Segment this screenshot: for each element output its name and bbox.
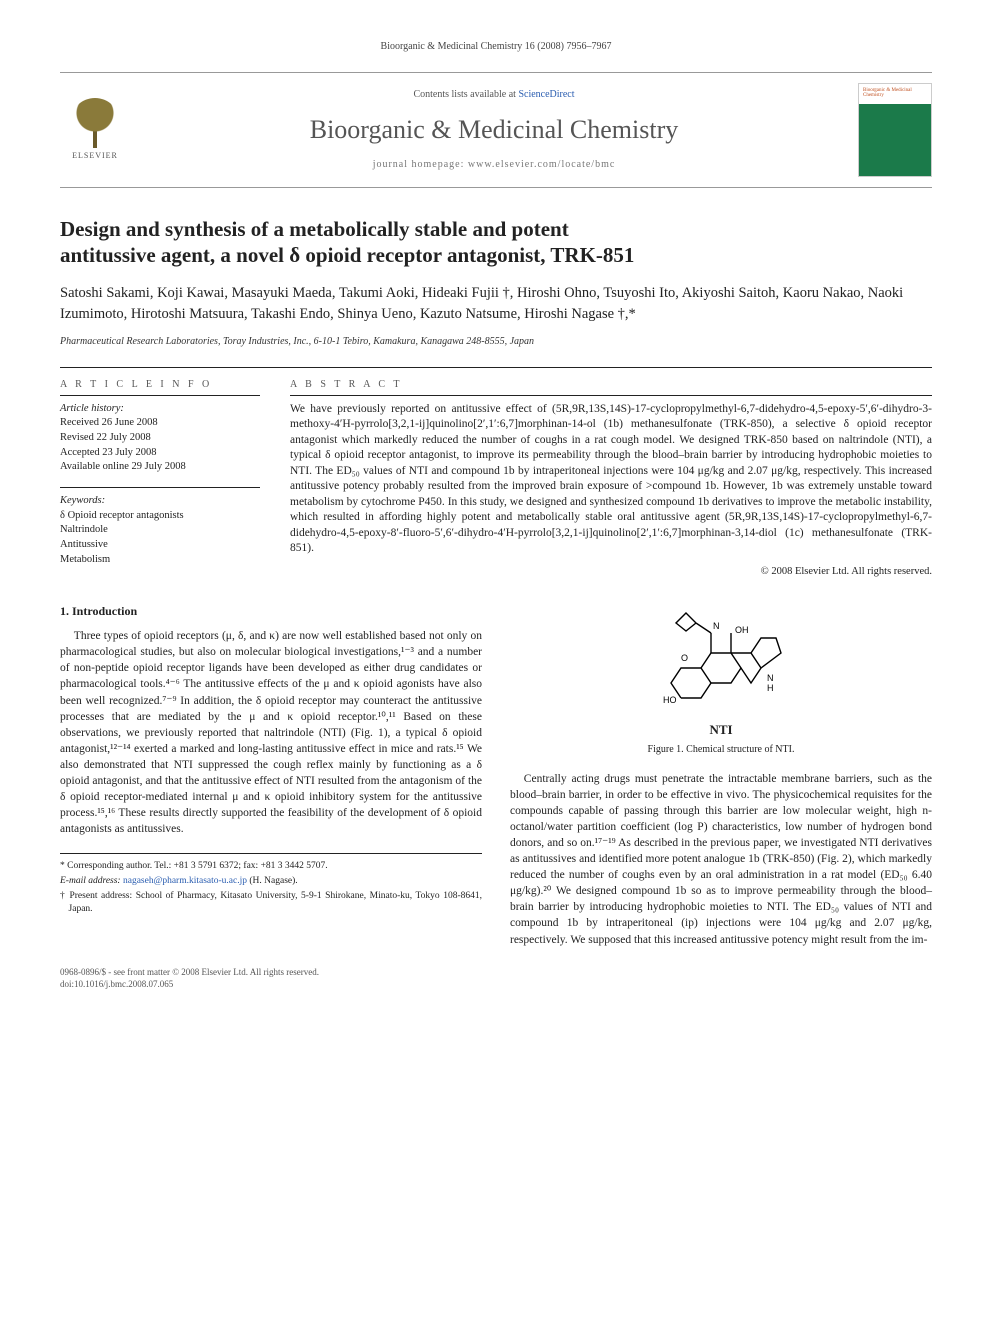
intro-para-2: Centrally acting drugs must penetrate th…: [510, 771, 932, 948]
history-received: Received 26 June 2008: [60, 416, 260, 431]
journal-cover-thumb: Bioorganic & Medicinal Chemistry: [858, 83, 932, 177]
footnotes-block: * Corresponding author. Tel.: +81 3 5791…: [60, 853, 482, 915]
molecule-structure-nti: HO O OH N N H NTI: [641, 603, 801, 733]
author-list: Satoshi Sakami, Koji Kawai, Masayuki Mae…: [60, 283, 932, 325]
history-accepted: Accepted 23 July 2008: [60, 446, 260, 461]
svg-text:HO: HO: [663, 695, 677, 705]
email-suffix: (H. Nagase).: [247, 876, 298, 886]
masthead-center: Contents lists available at ScienceDirec…: [130, 88, 858, 172]
footer-doi: doi:10.1016/j.bmc.2008.07.065: [60, 978, 319, 991]
keyword-1: δ Opioid receptor antagonists: [60, 509, 260, 524]
keywords-label: Keywords:: [60, 494, 260, 509]
body-columns: 1. Introduction Three types of opioid re…: [60, 603, 932, 947]
title-line-2: antitussive agent, a novel δ opioid rece…: [60, 243, 634, 267]
svg-text:N: N: [767, 673, 774, 683]
svg-text:OH: OH: [735, 625, 749, 635]
journal-homepage: journal homepage: www.elsevier.com/locat…: [130, 158, 858, 172]
abstract-text: We have previously reported on antitussi…: [290, 402, 932, 557]
info-abstract-row: A R T I C L E I N F O Article history: R…: [60, 367, 932, 580]
figure-1: HO O OH N N H NTI Figure 1. Chemical str…: [510, 603, 932, 756]
abstract-column: A B S T R A C T We have previously repor…: [290, 378, 932, 580]
elsevier-tree-icon: [70, 98, 120, 148]
section-heading-intro: 1. Introduction: [60, 603, 482, 620]
journal-title: Bioorganic & Medicinal Chemistry: [130, 112, 858, 148]
history-revised: Revised 22 July 2008: [60, 431, 260, 446]
contents-prefix: Contents lists available at: [413, 89, 518, 100]
history-online: Available online 29 July 2008: [60, 460, 260, 475]
keyword-4: Metabolism: [60, 553, 260, 568]
svg-text:H: H: [767, 683, 774, 693]
article-title: Design and synthesis of a metabolically …: [60, 216, 932, 269]
publisher-name: ELSEVIER: [72, 150, 118, 161]
affiliation: Pharmaceutical Research Laboratories, To…: [60, 335, 932, 349]
article-info-column: A R T I C L E I N F O Article history: R…: [60, 378, 260, 580]
keyword-3: Antitussive: [60, 538, 260, 553]
history-label: Article history:: [60, 402, 260, 417]
title-line-1: Design and synthesis of a metabolically …: [60, 217, 569, 241]
molecule-label: NTI: [641, 721, 801, 739]
running-header: Bioorganic & Medicinal Chemistry 16 (200…: [60, 40, 932, 54]
corr-author-email-link[interactable]: nagaseh@pharm.kitasato-u.ac.jp: [123, 876, 247, 886]
footnote-present-address: † Present address: School of Pharmacy, K…: [60, 890, 482, 916]
abstract-copyright: © 2008 Elsevier Ltd. All rights reserved…: [290, 565, 932, 580]
elsevier-logo: ELSEVIER: [60, 90, 130, 170]
article-info-heading: A R T I C L E I N F O: [60, 378, 260, 396]
article-history-block: Article history: Received 26 June 2008 R…: [60, 402, 260, 475]
journal-masthead: ELSEVIER Contents lists available at Sci…: [60, 72, 932, 188]
keywords-block: Keywords: δ Opioid receptor antagonists …: [60, 487, 260, 567]
abstract-heading: A B S T R A C T: [290, 378, 932, 396]
cover-title-text: Bioorganic & Medicinal Chemistry: [863, 88, 931, 98]
molecule-svg: HO O OH N N H: [641, 603, 801, 713]
figure-1-caption: Figure 1. Chemical structure of NTI.: [510, 743, 932, 757]
svg-text:N: N: [713, 621, 720, 631]
footnote-corresponding: * Corresponding author. Tel.: +81 3 5791…: [60, 860, 482, 873]
keyword-2: Naltrindole: [60, 523, 260, 538]
footer-copyright: 0968-0896/$ - see front matter © 2008 El…: [60, 966, 319, 979]
svg-text:O: O: [681, 653, 688, 663]
page-footer: 0968-0896/$ - see front matter © 2008 El…: [60, 966, 932, 991]
footnote-email: E-mail address: nagaseh@pharm.kitasato-u…: [60, 875, 482, 888]
email-label: E-mail address:: [60, 876, 123, 886]
footer-left: 0968-0896/$ - see front matter © 2008 El…: [60, 966, 319, 991]
intro-para-1: Three types of opioid receptors (μ, δ, a…: [60, 628, 482, 837]
sciencedirect-link[interactable]: ScienceDirect: [518, 89, 574, 100]
contents-available-line: Contents lists available at ScienceDirec…: [130, 88, 858, 102]
